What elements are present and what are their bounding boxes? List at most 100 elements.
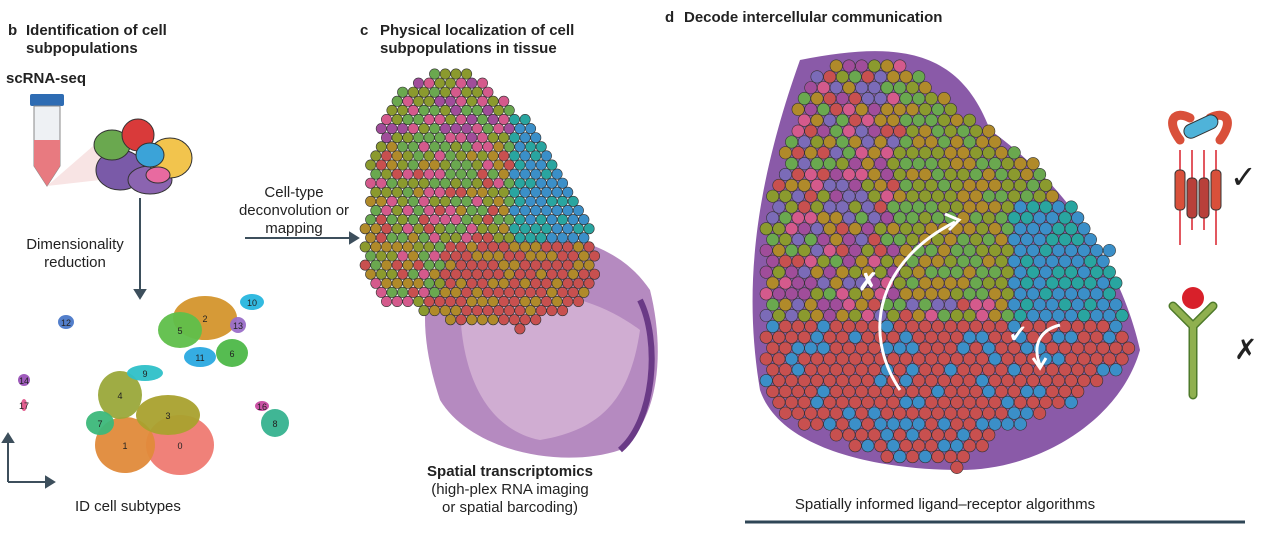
- spot: [817, 319, 831, 333]
- spot: [365, 214, 377, 226]
- spot: [1077, 222, 1091, 236]
- spot: [931, 146, 945, 160]
- spot: [918, 81, 932, 95]
- spot: [759, 243, 773, 257]
- spot: [503, 214, 515, 226]
- spot: [498, 241, 510, 253]
- spot: [810, 265, 824, 279]
- spot: [434, 95, 446, 107]
- spot: [785, 135, 799, 149]
- spot: [893, 450, 907, 464]
- spot: [944, 298, 958, 312]
- spot: [498, 259, 510, 271]
- spot: [1090, 330, 1104, 344]
- spot: [1045, 276, 1059, 290]
- spot: [906, 384, 920, 398]
- spot: [963, 200, 977, 214]
- spot: [893, 81, 907, 95]
- spot: [874, 157, 888, 171]
- spot: [804, 146, 818, 160]
- spot: [450, 268, 462, 280]
- cluster-label: 10: [247, 298, 257, 308]
- spot: [931, 276, 945, 290]
- spot: [823, 309, 837, 323]
- spot: [525, 214, 537, 226]
- spot: [482, 195, 494, 207]
- flow-arrows: [1, 198, 360, 489]
- spot: [418, 195, 430, 207]
- spot: [810, 200, 824, 214]
- spot: [370, 186, 382, 198]
- spot: [1020, 276, 1034, 290]
- spot: [931, 319, 945, 333]
- spot: [503, 141, 515, 153]
- spot: [578, 232, 590, 244]
- spot: [924, 352, 938, 366]
- spot: [994, 276, 1008, 290]
- spot: [1096, 319, 1110, 333]
- spot: [429, 305, 441, 317]
- spot: [785, 157, 799, 171]
- spot: [861, 265, 875, 279]
- spot: [835, 352, 849, 366]
- spot: [906, 428, 920, 442]
- spot: [791, 319, 805, 333]
- spot: [514, 323, 526, 335]
- spot: [772, 374, 786, 388]
- spot: [772, 200, 786, 214]
- spot: [461, 123, 473, 135]
- spot: [1045, 254, 1059, 268]
- spot: [423, 205, 435, 217]
- spot: [893, 384, 907, 398]
- spot: [924, 395, 938, 409]
- spot: [466, 259, 478, 271]
- spot: [1064, 330, 1078, 344]
- cluster-label: 0: [177, 441, 182, 451]
- spot: [1090, 374, 1104, 388]
- spot: [829, 233, 843, 247]
- spot: [944, 233, 958, 247]
- spot: [817, 363, 831, 377]
- spot: [476, 168, 488, 180]
- spot: [835, 200, 849, 214]
- spot: [772, 287, 786, 301]
- spot: [867, 211, 881, 225]
- spot: [461, 214, 473, 226]
- spot: [450, 250, 462, 262]
- spot: [455, 114, 467, 126]
- spot: [791, 276, 805, 290]
- spot: [546, 159, 558, 171]
- spot: [444, 241, 456, 253]
- spot: [487, 259, 499, 271]
- spot: [874, 92, 888, 106]
- spot: [572, 295, 584, 307]
- spot: [924, 92, 938, 106]
- spot: [766, 298, 780, 312]
- spot: [829, 363, 843, 377]
- spot: [817, 341, 831, 355]
- spot: [944, 384, 958, 398]
- spot: [899, 287, 913, 301]
- spot: [912, 287, 926, 301]
- spot: [810, 222, 824, 236]
- spot: [1001, 395, 1015, 409]
- spot: [829, 189, 843, 203]
- spot: [498, 223, 510, 235]
- spot: [848, 352, 862, 366]
- spot: [848, 417, 862, 431]
- spot: [540, 295, 552, 307]
- cluster-label: 13: [233, 321, 243, 331]
- spot: [402, 150, 414, 162]
- spot: [423, 223, 435, 235]
- spot: [1033, 341, 1047, 355]
- spot: [530, 186, 542, 198]
- spot: [931, 254, 945, 268]
- spot: [766, 363, 780, 377]
- spot: [412, 205, 424, 217]
- panel-c-letter: c: [360, 22, 369, 39]
- spot: [772, 243, 786, 257]
- spot: [461, 86, 473, 98]
- spot: [785, 178, 799, 192]
- spot: [1020, 189, 1034, 203]
- spot: [444, 295, 456, 307]
